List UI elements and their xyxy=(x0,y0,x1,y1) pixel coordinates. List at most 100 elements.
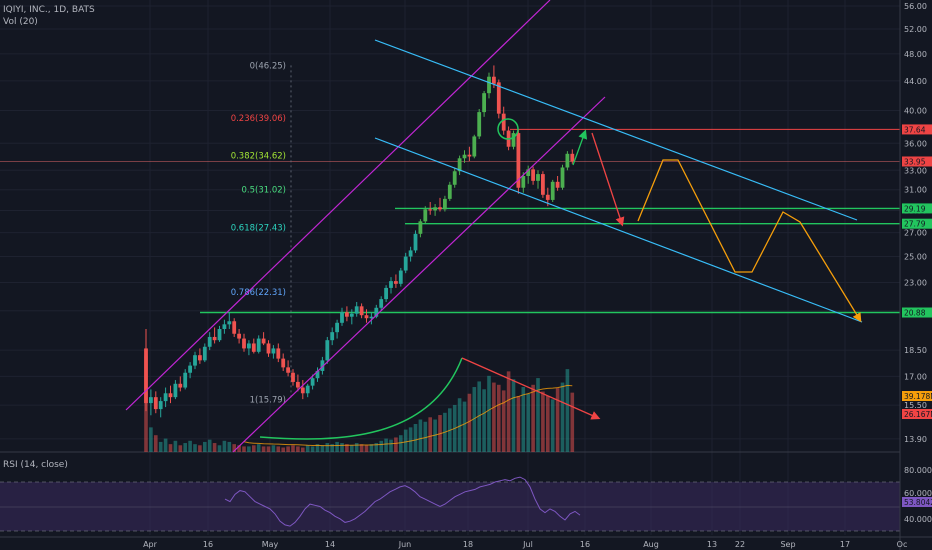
candle-body xyxy=(340,312,344,323)
candle-body xyxy=(413,233,418,251)
volume-bar xyxy=(511,379,516,452)
candle-body xyxy=(163,393,168,402)
candle-body xyxy=(403,256,408,271)
candle-body xyxy=(550,181,555,200)
candle xyxy=(320,356,325,375)
candle-body xyxy=(178,383,183,388)
candle xyxy=(349,309,354,325)
volume-bar xyxy=(506,371,511,452)
volume-bar xyxy=(271,445,276,452)
rsi-legend[interactable]: RSI (14, close) xyxy=(3,460,68,470)
candle xyxy=(198,348,202,364)
volume-bar xyxy=(403,429,408,452)
candle-body xyxy=(251,343,256,352)
candle-body xyxy=(222,324,227,330)
candle-body xyxy=(570,153,575,162)
fibonacci-levels: 0(46.25) 0.236(39.06) 0.382(34.62) 0.5(31.0… xyxy=(231,61,292,405)
volume-bar xyxy=(242,446,246,452)
candle xyxy=(296,374,300,392)
volume-bar xyxy=(198,445,202,452)
rsi-tick-label: 40.0000 xyxy=(904,515,932,524)
candle xyxy=(315,367,320,382)
candle-body xyxy=(457,158,462,172)
price-tag-text: 20.88 xyxy=(904,309,926,318)
volume-bar xyxy=(173,440,178,452)
candle-body xyxy=(467,154,472,157)
x-tick-label: Jul xyxy=(522,540,533,549)
volume-bar xyxy=(526,393,530,452)
candle-body xyxy=(217,329,222,341)
volume-bar xyxy=(428,417,432,452)
candle-body xyxy=(443,198,447,210)
y-tick-label: 48.00 xyxy=(904,50,927,59)
candle-body xyxy=(310,378,315,386)
volume-bar xyxy=(163,438,168,452)
y-tick-label: 17.00 xyxy=(904,372,927,381)
volume-bar xyxy=(203,441,207,452)
volume-bar xyxy=(301,447,305,452)
x-tick-label: 18 xyxy=(463,540,473,549)
candle-body xyxy=(418,221,423,234)
x-tick-label: 17 xyxy=(840,540,850,549)
candle-body xyxy=(354,306,359,314)
candle-body xyxy=(153,397,158,410)
volume-legend[interactable]: Vol (20) xyxy=(3,17,38,27)
candle-body xyxy=(428,209,433,211)
channel-lower-line xyxy=(232,96,606,453)
downtrend-upper-line xyxy=(374,39,858,221)
candle xyxy=(413,230,418,253)
candle xyxy=(212,327,217,344)
candle-body xyxy=(188,365,192,373)
x-tick-label: Oc xyxy=(897,540,908,549)
rsi-value-tag: 53.8042 xyxy=(902,497,932,507)
volume-bar xyxy=(516,396,521,452)
rsi-tag-text: 53.8042 xyxy=(904,498,932,507)
candle-body xyxy=(198,355,202,361)
candle-body xyxy=(335,322,339,333)
symbol-legend[interactable]: IQIYI, INC., 1D, BATS xyxy=(3,5,95,15)
candle xyxy=(403,252,408,274)
candle xyxy=(178,376,183,392)
candle-body xyxy=(193,355,197,366)
volume-bar xyxy=(237,445,241,452)
candle-body xyxy=(296,381,300,388)
candle xyxy=(384,285,388,302)
volume-bar xyxy=(217,445,222,452)
channel-upper-line xyxy=(125,0,551,411)
volume-bar xyxy=(345,444,349,452)
down-arrow xyxy=(591,132,625,227)
x-tick-label: 16 xyxy=(203,540,213,549)
volume-bar xyxy=(183,443,187,452)
candle xyxy=(227,312,232,330)
candle xyxy=(433,204,437,216)
candle-body xyxy=(482,93,486,113)
candle xyxy=(335,319,339,339)
volume-bar xyxy=(291,445,295,452)
volume-bars xyxy=(144,355,575,452)
volume-bar xyxy=(384,438,388,452)
volume-bar xyxy=(487,375,491,452)
volume-ma xyxy=(243,384,573,447)
candle-body xyxy=(477,112,482,137)
rsi-band-fill xyxy=(0,482,900,531)
volume-bar xyxy=(281,447,285,452)
candle-body xyxy=(173,383,178,398)
candle-body xyxy=(345,312,349,317)
candle-body xyxy=(511,133,516,147)
candle xyxy=(149,389,153,416)
volume-bar xyxy=(247,446,251,452)
volume-bar xyxy=(320,445,325,452)
price-tag: 26.167M xyxy=(902,409,932,419)
y-tick-label: 40.00 xyxy=(904,107,927,116)
candle xyxy=(570,149,575,164)
candle-body xyxy=(447,184,452,199)
candle xyxy=(550,179,555,202)
candle-body xyxy=(379,299,384,308)
candle-body xyxy=(330,332,335,341)
candle-body xyxy=(286,367,290,373)
y-tick-label: 36.00 xyxy=(904,139,927,148)
volume-bar xyxy=(560,382,565,452)
volume-bar xyxy=(325,443,330,452)
volume-bar xyxy=(340,443,344,452)
